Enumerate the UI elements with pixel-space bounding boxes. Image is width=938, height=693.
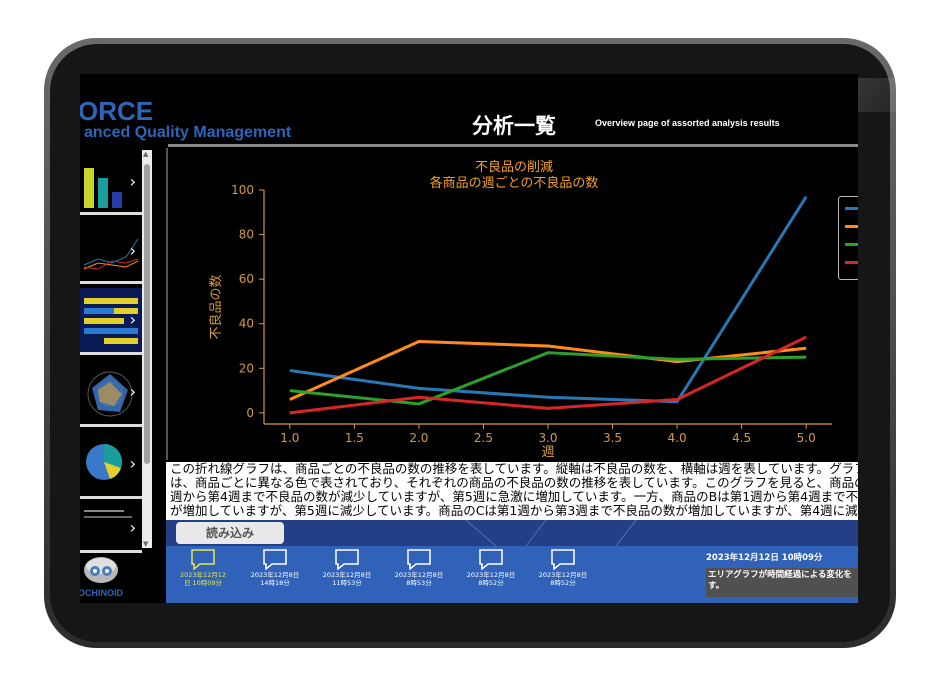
history-time: 日 10時09分 <box>183 579 223 587</box>
thumbnail-gantt-chart[interactable]: › <box>80 288 142 355</box>
history-date: 2023年12月8日 <box>466 571 516 579</box>
history-time: 8時52分 <box>478 579 504 587</box>
history-time: 8時52分 <box>550 579 576 587</box>
mascot-logo <box>84 557 118 583</box>
chart-panel: 不良品の削減 各商品の週ごとの不良品の数 0 20 40 60 80 100 1.0 1.5 2… <box>166 148 858 460</box>
history-date: 2023年12月8日 <box>322 571 372 579</box>
x-tick-label: 3.5 <box>603 431 622 445</box>
thumbnail-pie-graphic <box>86 443 123 480</box>
history-list: 2023年12月12 日 10時09分 2023年12月8日 14時18分 20… <box>166 546 700 603</box>
history-time: 8時53分 <box>406 579 432 587</box>
page-subtitle: Overview page of assorted analysis resul… <box>595 118 780 128</box>
history-date: 2023年12月12 <box>179 571 227 579</box>
chevron-right-icon: › <box>129 310 136 329</box>
chart-legend <box>838 196 858 280</box>
thumbnail-bar-chart[interactable]: › <box>80 150 142 215</box>
thumbnail-radar-chart[interactable]: › <box>80 360 142 427</box>
comment-icon <box>551 549 575 570</box>
legend-line-1 <box>845 207 858 210</box>
thumbnail-line-graphic <box>83 238 139 270</box>
history-date: 2023年12月8日 <box>250 571 300 579</box>
app-screen: ORCE anced Quality Management 分析一覧 Overv… <box>80 74 858 603</box>
legend-line-3 <box>845 243 858 246</box>
chart-subtitle: 各商品の週ごとの不良品の数 <box>429 176 599 191</box>
thumbnail-pie-chart[interactable]: › <box>80 432 142 499</box>
history-item[interactable]: 2023年12月8日 8時53分 <box>384 546 454 587</box>
chevron-right-icon: › <box>129 518 136 537</box>
description-line: は、商品ごとに異なる色で表されており、それぞれの商品の不良品の数の推移を表してい… <box>170 475 858 490</box>
series-line-2 <box>289 340 807 401</box>
x-tick-label: 4.0 <box>668 431 687 445</box>
x-tick-label: 1.5 <box>345 431 364 445</box>
page-title: 分析一覧 <box>472 114 556 138</box>
x-tick-label: 3.0 <box>538 431 557 445</box>
thumbnail-text-report[interactable]: › <box>80 504 142 553</box>
y-tick-label: 80 <box>239 228 254 242</box>
history-date: 2023年12月8日 <box>394 571 444 579</box>
comment-icon <box>335 549 359 570</box>
load-button[interactable]: 読み込み <box>176 522 284 544</box>
thumbnail-scrollbar[interactable]: ▲ ▼ <box>142 150 152 548</box>
description-line: この折れ線グラフは、商品ごとの不良品の数の推移を表しています。縦軸は不良品の数を… <box>170 462 858 476</box>
scroll-up-icon[interactable]: ▲ <box>143 150 149 158</box>
x-axis-label: 週 <box>541 445 554 460</box>
history-item[interactable]: 2023年12月12 日 10時09分 <box>168 546 238 587</box>
line-chart: 0 20 40 60 80 100 1.0 1.5 2.0 2.5 3.0 3.5 4.0 4.5 5.0 週… <box>208 183 832 460</box>
series-line-1 <box>289 195 808 404</box>
detail-text: エリアグラフが時間経過による変化を す。 <box>706 568 858 597</box>
history-item[interactable]: 2023年12月8日 11時53分 <box>312 546 382 587</box>
detail-timestamp: 2023年12月12日 10時09分 <box>706 553 823 563</box>
detail-text-line: す。 <box>708 581 725 591</box>
chevron-right-icon: › <box>129 172 136 191</box>
thumbnail-line-chart[interactable]: › <box>80 219 142 284</box>
history-date: 2023年12月8日 <box>538 571 588 579</box>
chart-title: 不良品の削減 <box>474 160 553 175</box>
y-tick-label: 20 <box>239 361 254 375</box>
history-detail: 2023年12月12日 10時09分 エリアグラフが時間経過による変化を す。 <box>700 546 858 603</box>
chevron-right-icon: › <box>129 454 136 473</box>
history-item[interactable]: 2023年12月8日 14時18分 <box>240 546 310 587</box>
chevron-right-icon: › <box>129 241 136 260</box>
comment-icon <box>479 549 503 570</box>
legend-line-4 <box>845 261 858 264</box>
detail-text-line: エリアグラフが時間経過による変化を <box>708 570 852 580</box>
description-line: 週から第4週まで不良品の数が減少していますが、第5週に急激に増加しています。一方… <box>170 489 858 504</box>
series-line-4 <box>289 335 807 415</box>
header-divider <box>168 144 858 147</box>
x-tick-label: 5.0 <box>797 431 816 445</box>
x-tick-label: 4.5 <box>732 431 751 445</box>
comment-icon <box>263 549 287 570</box>
x-tick-label: 1.0 <box>280 431 299 445</box>
history-item[interactable]: 2023年12月8日 8時52分 <box>456 546 526 587</box>
comment-icon <box>407 549 431 570</box>
history-item[interactable]: 2023年12月8日 8時52分 <box>528 546 598 587</box>
comment-icon <box>191 549 215 570</box>
brand-tagline: anced Quality Management <box>84 124 292 141</box>
x-tick-label: 2.0 <box>409 431 428 445</box>
thumbnail-radar-graphic <box>87 371 133 417</box>
y-tick-label: 100 <box>231 183 254 197</box>
band-decoration <box>465 520 637 546</box>
y-tick-label: 0 <box>246 406 254 420</box>
description-line: が増加していますが、第5週に減少しています。商品のCは第1週から第3週まで不良品… <box>170 503 858 518</box>
history-time: 11時53分 <box>332 579 362 587</box>
y-tick-label: 60 <box>239 272 254 286</box>
scroll-down-icon[interactable]: ▼ <box>143 540 149 548</box>
analysis-description: この折れ線グラフは、商品ごとの不良品の数の推移を表しています。縦軸は不良品の数を… <box>166 462 858 520</box>
y-axis-label: 不良品の数 <box>208 274 224 339</box>
scrollbar-thumb[interactable] <box>144 164 150 464</box>
chevron-right-icon: › <box>129 382 136 401</box>
series-line-3 <box>289 351 807 406</box>
thumbnail-list[interactable]: › › › › <box>80 150 152 553</box>
brand-logo-text: ORCE <box>80 96 154 126</box>
y-tick-label: 40 <box>239 317 254 331</box>
mascot-name: OCHINOID <box>80 588 123 598</box>
legend-line-2 <box>845 225 858 228</box>
x-tick-label: 2.5 <box>474 431 493 445</box>
history-time: 14時18分 <box>260 579 290 587</box>
